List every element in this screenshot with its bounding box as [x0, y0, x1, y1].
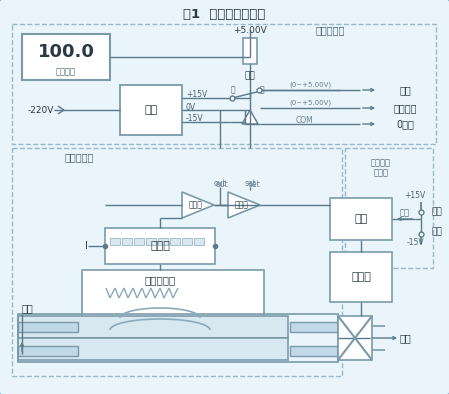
Text: I: I [85, 241, 88, 251]
Text: set: set [248, 180, 260, 188]
Text: 传感器: 传感器 [150, 241, 170, 251]
Polygon shape [182, 192, 214, 218]
Text: +15V: +15V [186, 89, 207, 98]
Bar [12, 24, 436, 144]
Bar [18, 338, 288, 360]
Bar [330, 198, 392, 240]
Text: out: out [214, 178, 226, 188]
Text: 出口: 出口 [400, 333, 412, 343]
Bar [134, 238, 144, 245]
Text: 0V: 0V [186, 102, 196, 112]
Text: 清洗: 清洗 [432, 227, 443, 236]
Text: 入口: 入口 [22, 303, 34, 313]
Text: 质量流量
控制器: 质量流量 控制器 [371, 158, 391, 177]
Polygon shape [242, 110, 258, 124]
Bar [120, 85, 182, 135]
Text: 外: 外 [260, 85, 264, 95]
Text: -15V: -15V [186, 113, 204, 123]
Text: 0电平: 0电平 [396, 119, 414, 129]
Bar [158, 238, 168, 245]
Bar [22, 34, 110, 80]
Text: -220V: -220V [28, 106, 54, 115]
Bar [18, 322, 78, 332]
Bar [243, 38, 257, 64]
Text: set: set [244, 178, 256, 188]
Bar [170, 238, 180, 245]
Bar [12, 148, 342, 376]
Text: 关闭: 关闭 [432, 208, 443, 216]
Text: 流量显示: 流量显示 [56, 67, 76, 76]
Bar [194, 238, 204, 245]
Text: 电源: 电源 [145, 105, 158, 115]
Text: 设定: 设定 [399, 85, 411, 95]
Text: (0~+5.00V): (0~+5.00V) [289, 100, 331, 106]
Bar [82, 270, 264, 342]
Text: 图1  流量计原理框图: 图1 流量计原理框图 [183, 7, 266, 20]
Bar [110, 238, 120, 245]
Text: 放大器: 放大器 [189, 201, 203, 210]
Text: (0~+5.00V): (0~+5.00V) [289, 82, 331, 88]
Polygon shape [228, 192, 260, 218]
Text: 100.0: 100.0 [38, 43, 94, 61]
Text: COM: COM [296, 115, 314, 125]
Bar [345, 148, 433, 268]
Bar [18, 346, 78, 356]
Text: 分流器通道: 分流器通道 [145, 275, 176, 285]
Text: 阀控: 阀控 [400, 208, 410, 217]
Text: 驱动: 驱动 [354, 214, 368, 224]
Bar [338, 316, 372, 360]
Bar [290, 346, 340, 356]
Text: 设定: 设定 [245, 71, 255, 80]
Bar [18, 316, 288, 338]
Text: 流量显示仪: 流量显示仪 [315, 25, 345, 35]
Bar [146, 238, 156, 245]
Text: 调节阀: 调节阀 [351, 272, 371, 282]
Bar [330, 252, 392, 302]
Text: +15V: +15V [405, 191, 426, 199]
Text: 流量检测: 流量检测 [393, 103, 417, 113]
Text: 内: 内 [231, 85, 235, 95]
Text: -15V: -15V [406, 238, 424, 247]
Bar [122, 238, 132, 245]
Text: 比较器: 比较器 [235, 201, 249, 210]
Bar [182, 238, 192, 245]
Text: +5.00V: +5.00V [233, 26, 267, 35]
Bar [290, 322, 340, 332]
Text: 质量流量计: 质量流量计 [65, 152, 94, 162]
Bar [105, 228, 215, 264]
Text: out: out [216, 180, 228, 188]
Bar [18, 314, 338, 362]
